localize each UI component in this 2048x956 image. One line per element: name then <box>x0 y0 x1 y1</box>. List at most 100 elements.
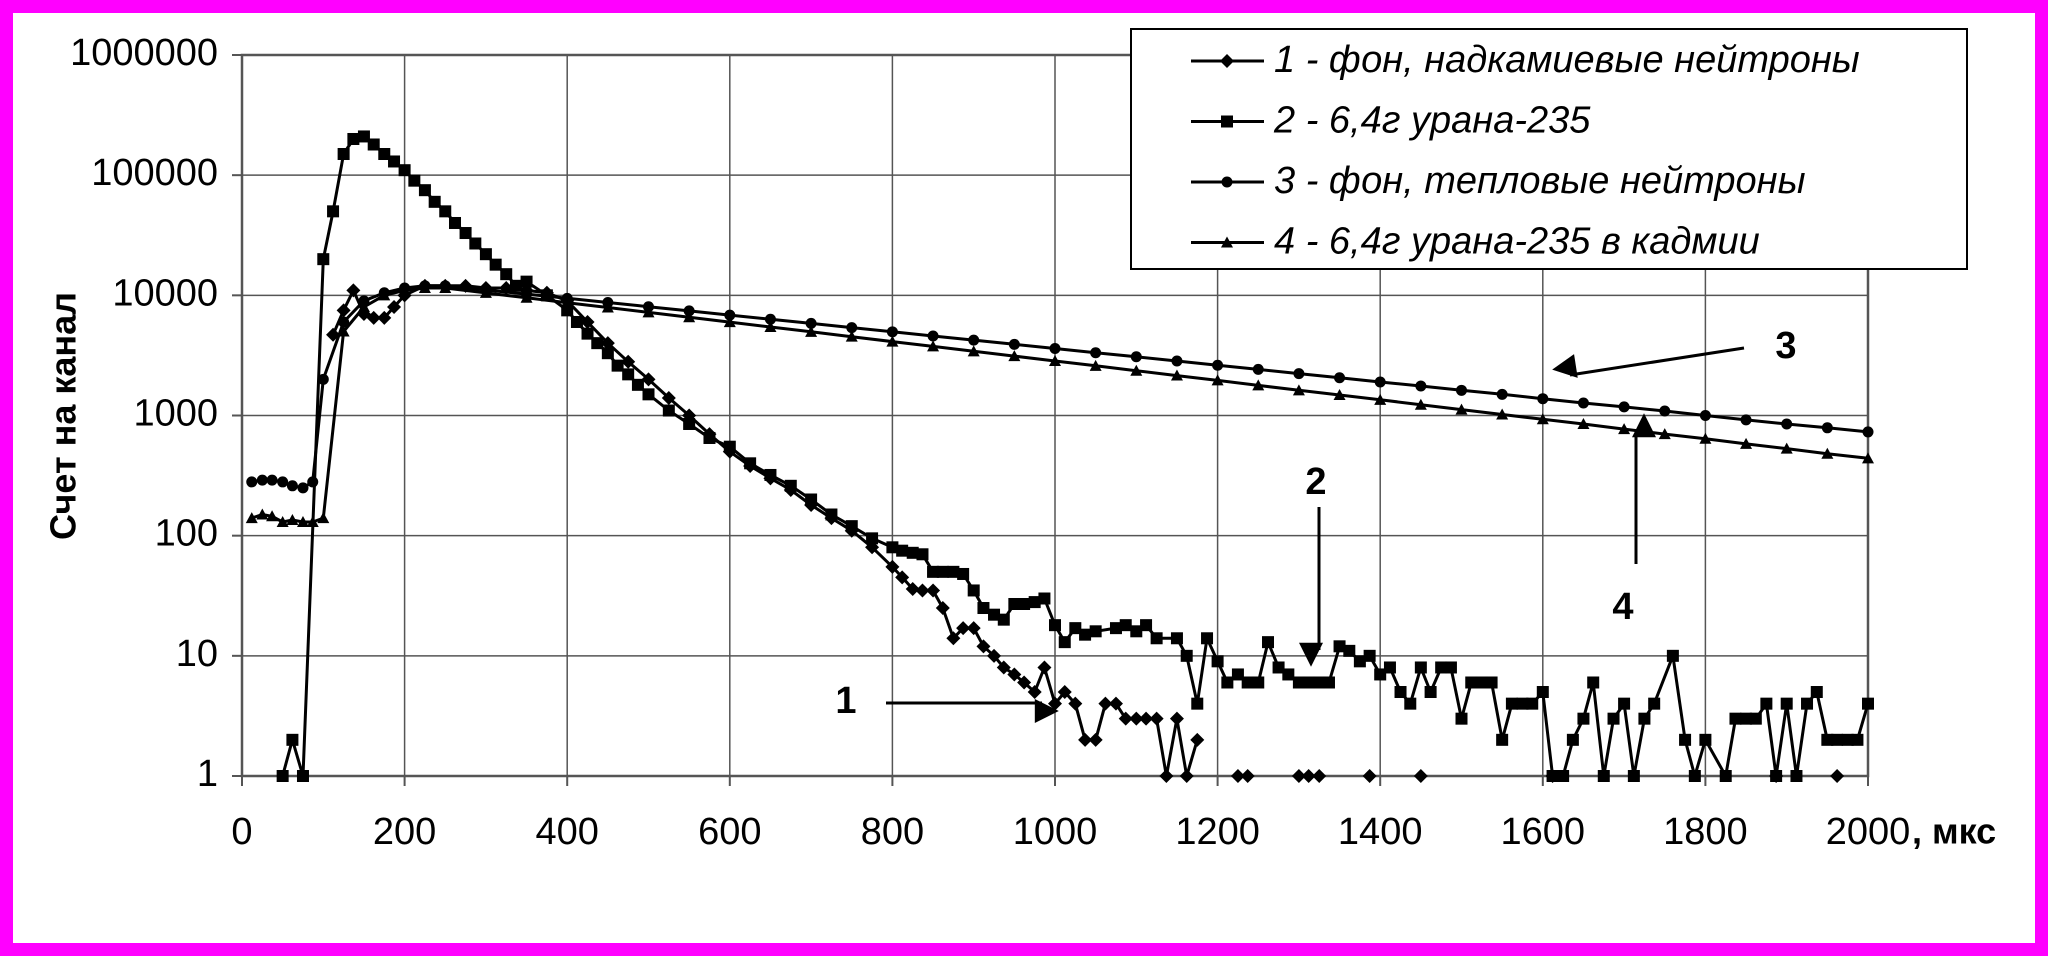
data-point <box>1088 732 1103 747</box>
data-point <box>1383 661 1396 674</box>
data-point <box>1028 596 1041 609</box>
x-tick-label: 1000 <box>1013 811 1098 853</box>
data-point <box>256 474 268 486</box>
data-point <box>1211 374 1224 386</box>
legend-label: 4 - 6,4г урана-235 в кадмии <box>1274 221 1760 263</box>
data-point <box>906 546 919 559</box>
x-tick-label: 600 <box>698 811 761 853</box>
data-point <box>1374 668 1387 681</box>
data-point <box>744 457 757 470</box>
y-axis-label: Счет на канал <box>43 292 84 540</box>
data-point <box>296 770 309 782</box>
data-point <box>622 368 635 381</box>
data-point <box>317 373 329 385</box>
x-tick-label: 1400 <box>1338 811 1423 853</box>
data-point <box>246 476 258 488</box>
data-point <box>1618 401 1630 413</box>
data-point <box>1862 697 1874 710</box>
data-point <box>317 253 330 266</box>
data-point <box>1485 676 1498 689</box>
data-point <box>1851 733 1864 746</box>
x-tick-label: 0 <box>231 811 252 853</box>
data-point <box>306 515 319 527</box>
data-point <box>926 583 941 598</box>
data-point <box>520 275 533 288</box>
data-point <box>1049 355 1061 367</box>
data-point <box>1252 379 1265 391</box>
data-point <box>1252 676 1265 689</box>
data-point <box>1272 661 1285 674</box>
data-point <box>1017 675 1032 690</box>
x-tick-label: 200 <box>373 811 436 853</box>
data-point <box>601 301 614 313</box>
y-tick-label: 1000000 <box>70 32 218 74</box>
data-point <box>418 282 431 294</box>
data-point <box>1587 676 1600 689</box>
data-point <box>805 325 818 337</box>
legend-marker <box>1220 54 1234 68</box>
data-point <box>428 195 441 208</box>
data-point <box>1749 712 1762 725</box>
data-point <box>1597 770 1610 782</box>
data-point <box>1821 447 1834 459</box>
data-point <box>245 512 258 524</box>
data-point <box>1780 697 1793 710</box>
data-point <box>997 613 1010 626</box>
data-point <box>1536 413 1549 425</box>
data-point <box>1130 351 1142 363</box>
data-point <box>1231 668 1244 681</box>
data-point <box>947 565 960 578</box>
data-point <box>256 508 269 520</box>
data-point <box>479 286 492 298</box>
data-point <box>611 359 624 372</box>
data-point <box>277 476 289 488</box>
data-point <box>621 354 636 369</box>
data-point <box>398 284 411 296</box>
data-point <box>1027 685 1042 700</box>
data-point <box>1821 733 1834 746</box>
data-point <box>367 138 380 151</box>
data-point <box>1699 432 1712 444</box>
data-point <box>296 515 309 527</box>
data-point <box>1801 697 1814 710</box>
data-point <box>1008 338 1020 350</box>
data-point <box>683 417 696 430</box>
data-point <box>1526 697 1539 710</box>
legend-label: 2 - 6,4г урана-235 <box>1273 100 1591 142</box>
data-point <box>378 289 391 301</box>
data-point <box>1536 686 1549 699</box>
data-point <box>723 440 736 453</box>
data-point <box>479 248 492 261</box>
data-point <box>1230 769 1245 783</box>
data-point <box>1415 380 1427 392</box>
data-point <box>1170 632 1183 645</box>
data-point <box>976 639 991 654</box>
y-tick-label: 10000 <box>112 272 218 314</box>
data-point <box>886 335 899 347</box>
data-point <box>1760 697 1773 710</box>
data-point <box>1008 350 1021 362</box>
data-point <box>347 132 360 145</box>
data-point <box>581 327 594 340</box>
data-point <box>805 317 817 329</box>
data-point <box>1413 769 1428 783</box>
x-axis-label: , мкс <box>1912 811 1996 852</box>
annotation: 4 <box>1612 586 1633 628</box>
x-tick-label: 800 <box>861 811 924 853</box>
data-point <box>968 334 980 346</box>
data-point <box>1699 733 1712 746</box>
data-point <box>846 322 858 334</box>
data-point <box>1456 384 1467 396</box>
data-point <box>996 660 1011 675</box>
data-point <box>387 299 402 314</box>
data-point <box>642 306 655 318</box>
data-point <box>1333 640 1346 653</box>
data-point <box>1252 363 1264 375</box>
data-point <box>1201 632 1214 645</box>
data-point <box>927 330 939 342</box>
data-point <box>337 325 350 337</box>
x-tick-label: 400 <box>535 811 598 853</box>
data-point <box>1577 712 1590 725</box>
data-point <box>1312 769 1327 783</box>
data-point <box>1007 667 1022 682</box>
